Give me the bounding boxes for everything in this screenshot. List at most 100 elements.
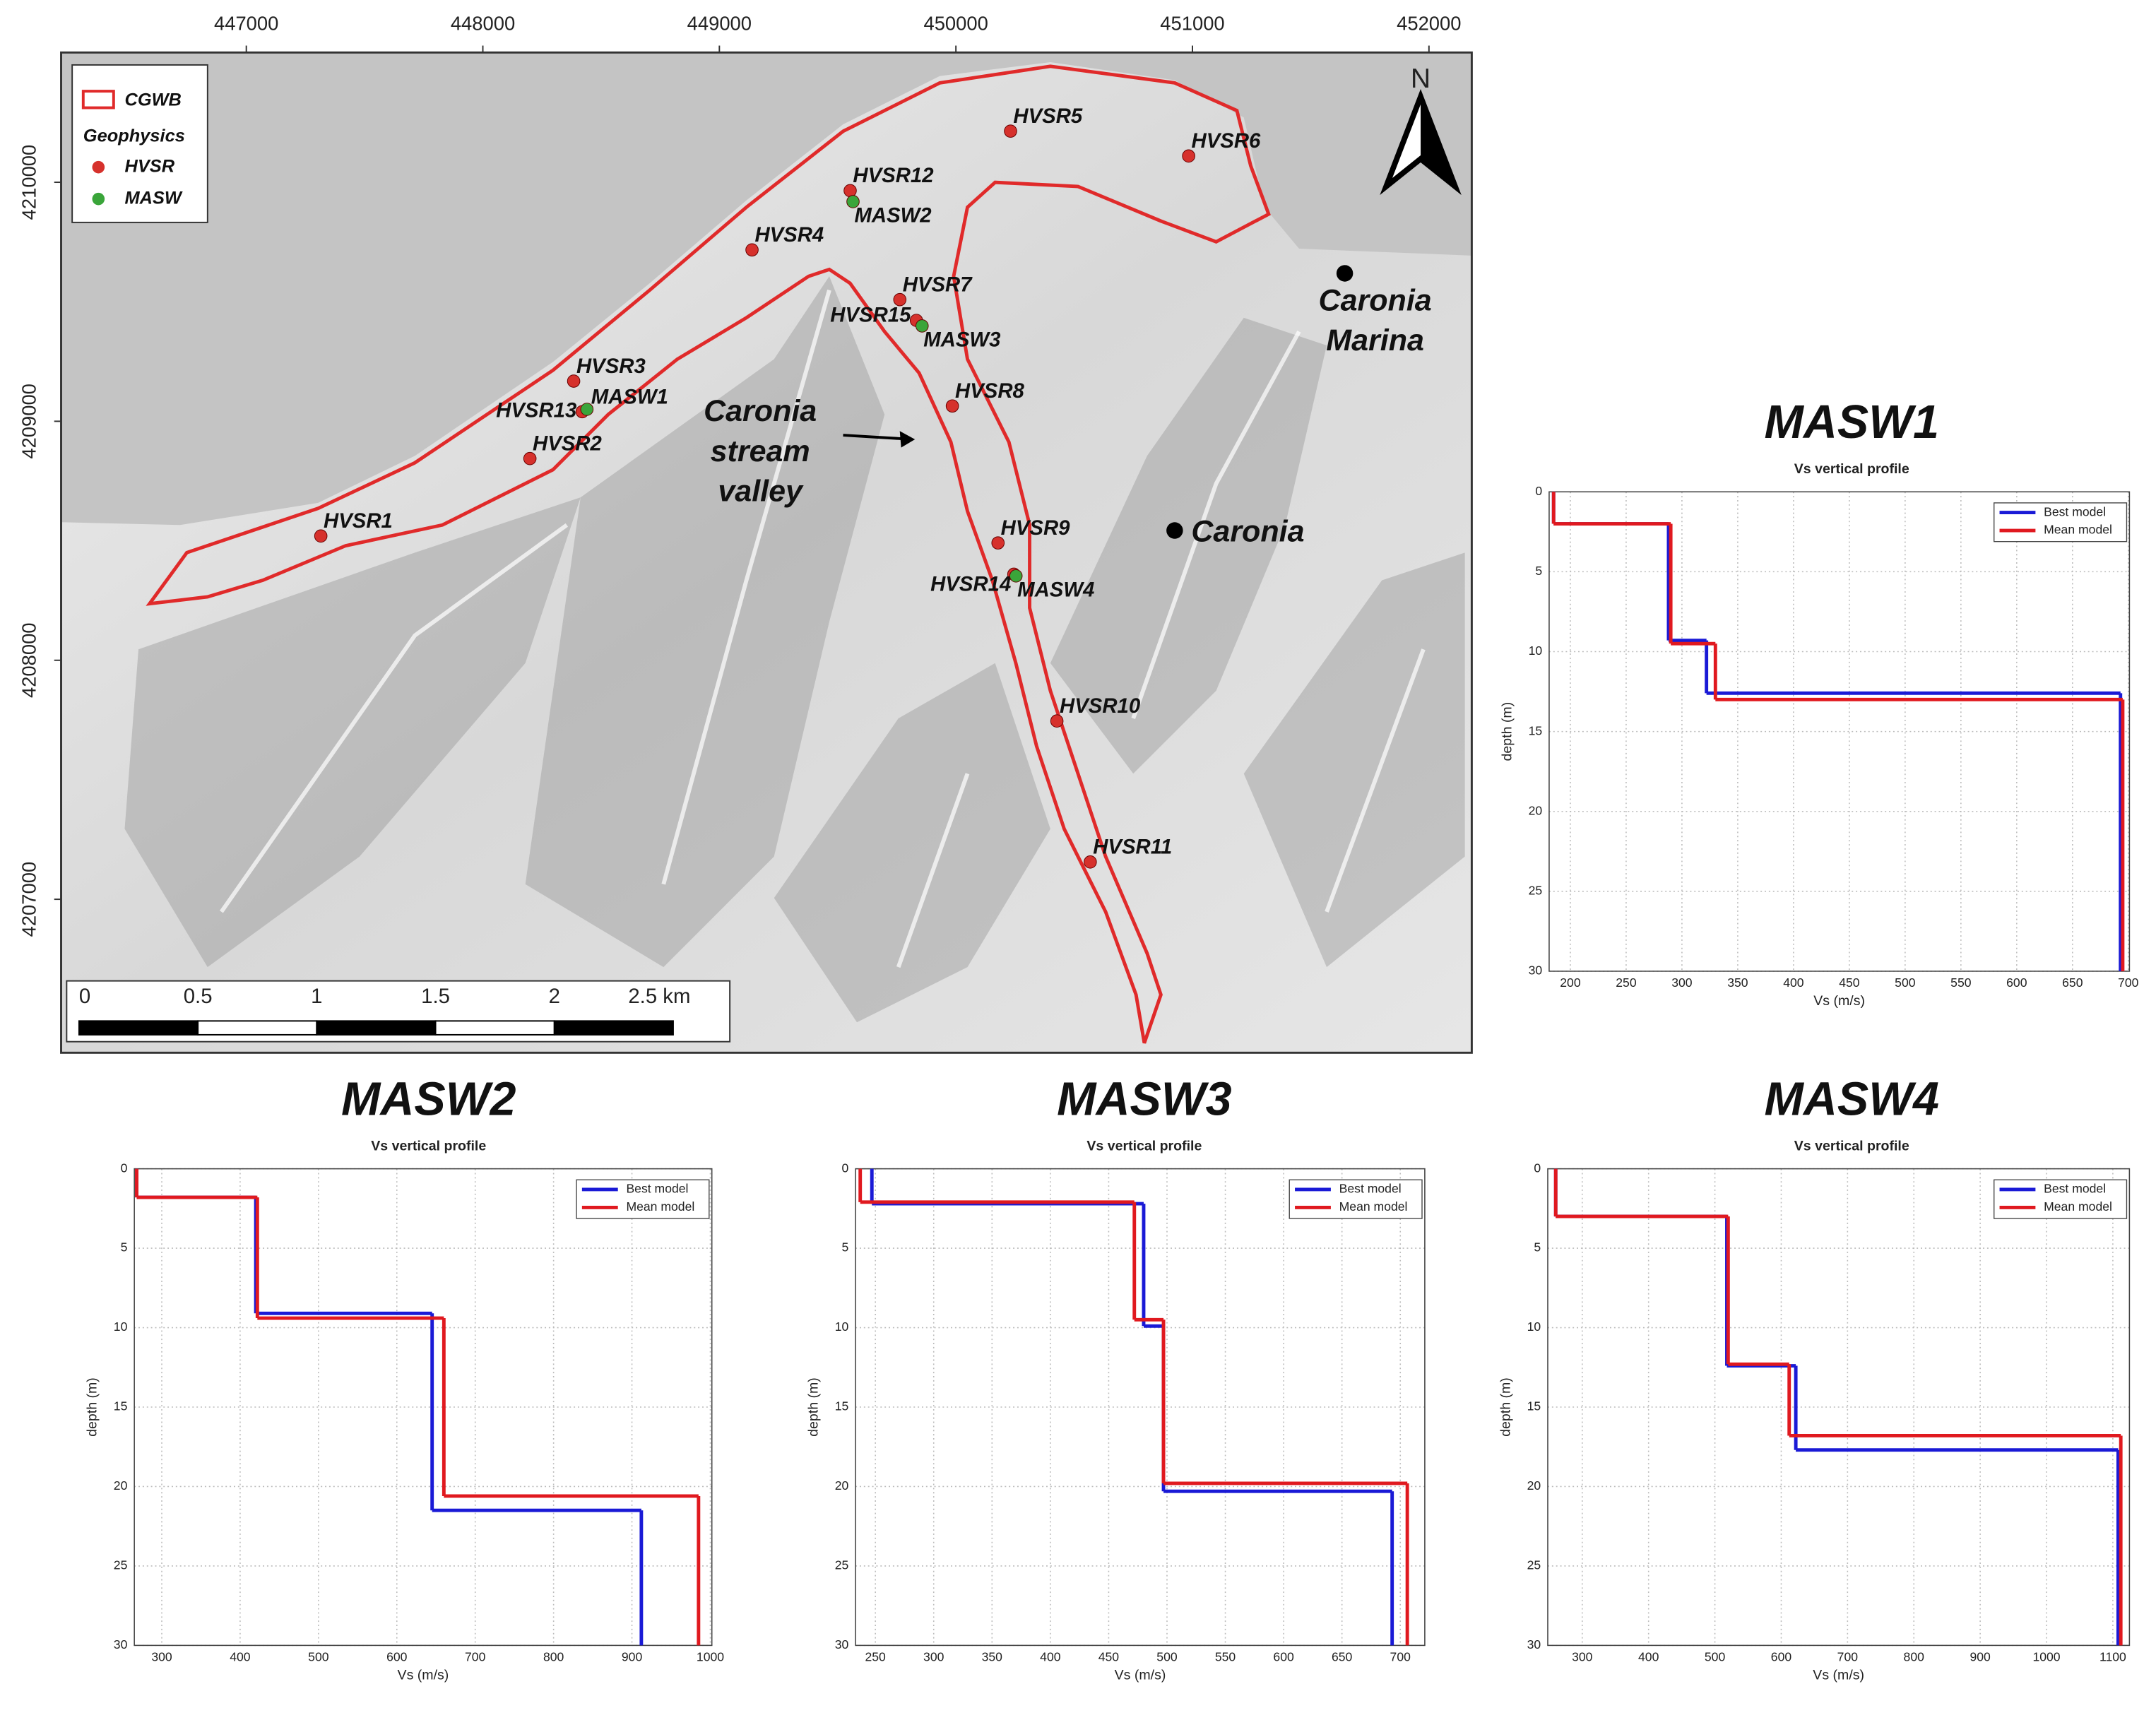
place-marker [1336, 265, 1354, 282]
y-tick-label: 15 [114, 1399, 128, 1413]
legend-label: Mean model [1339, 1199, 1408, 1214]
site-point [991, 536, 1005, 550]
x-tick-label: 450000 [923, 12, 988, 34]
y-tick-label: 4207000 [18, 862, 40, 937]
plot-area [855, 1168, 1425, 1646]
legend-label: Best model [2044, 504, 2106, 518]
scale-segment [553, 1020, 674, 1036]
y-tick-label: 10 [1529, 643, 1543, 658]
site-label: HVSR7 [903, 273, 973, 296]
legend-label: HVSR [124, 156, 174, 176]
place-label: Marina [1326, 324, 1424, 357]
map-legend: CGWB Geophysics HVSR MASW [71, 64, 208, 223]
x-tick-label: 1000 [697, 1650, 724, 1664]
x-tick-label: 300 [1572, 1650, 1593, 1664]
x-tick-label: 550 [1215, 1650, 1236, 1664]
scale-segment [78, 1020, 199, 1036]
y-tick-label: 0 [1535, 484, 1542, 498]
x-tick-label: 350 [1727, 975, 1748, 990]
legend-label: MASW [124, 188, 182, 208]
x-tick-label: 300 [1671, 975, 1693, 990]
plot-area [134, 1168, 712, 1646]
x-tick-label: 650 [2062, 975, 2083, 990]
x-tick-label: 700 [1837, 1650, 1859, 1664]
y-axis-label: depth (m) [85, 1377, 100, 1437]
x-tick-label: 800 [1904, 1650, 1925, 1664]
x-tick-label: 700 [1390, 1650, 1411, 1664]
map-frame [60, 51, 1473, 1054]
site-point [945, 399, 959, 413]
y-axis-label: depth (m) [1499, 702, 1515, 761]
y-tick-label: 15 [1529, 723, 1543, 737]
scale-segment [434, 1020, 555, 1036]
site-label: HVSR14 [930, 572, 1011, 595]
x-tick-label: 500 [1156, 1650, 1178, 1664]
legend-heading: Geophysics [83, 126, 185, 146]
y-tick-label: 25 [1527, 1558, 1541, 1572]
site-point [1084, 855, 1097, 869]
site-point [1182, 149, 1195, 163]
x-tick-label: 447000 [214, 12, 278, 34]
site-label: HVSR10 [1060, 694, 1141, 718]
x-tick-label: 400 [1040, 1650, 1061, 1664]
scale-label: 2.5 km [628, 985, 690, 1008]
y-tick-label: 4208000 [18, 622, 40, 698]
site-label: MASW4 [1017, 579, 1094, 602]
x-tick-label: 600 [1273, 1650, 1294, 1664]
north-label: N [1411, 64, 1431, 94]
x-tick-label: 350 [982, 1650, 1003, 1664]
legend-box [576, 1179, 710, 1219]
y-tick-label: 4210000 [18, 145, 40, 220]
site-label: HVSR6 [1192, 129, 1261, 153]
legend-boundary: CGWB [124, 90, 181, 109]
site-label: HVSR1 [324, 509, 393, 533]
site-point [567, 374, 581, 388]
site-label: HVSR5 [1013, 105, 1082, 128]
site-point [846, 195, 860, 208]
map-background [61, 52, 1472, 1053]
legend-label: Best model [2044, 1182, 2106, 1196]
x-axis-label: Vs (m/s) [1813, 1668, 1864, 1683]
scale-label: 0.5 [184, 985, 213, 1008]
chart-title: MASW3 [1057, 1073, 1231, 1125]
x-tick-label: 452000 [1397, 12, 1461, 34]
x-tick-label: 448000 [451, 12, 515, 34]
annotation: Caronia [704, 394, 817, 428]
x-tick-label: 400 [1783, 975, 1804, 990]
y-tick-label: 30 [114, 1637, 128, 1651]
plot-frame [1547, 1168, 2131, 1647]
y-tick-label: 5 [1535, 564, 1542, 578]
x-tick-label: 600 [2006, 975, 2027, 990]
site-label: HVSR11 [1093, 836, 1172, 859]
y-tick-label: 10 [835, 1319, 849, 1334]
site-point [1009, 569, 1023, 583]
site-label: MASW1 [591, 386, 668, 409]
legend-box [1994, 502, 2128, 542]
y-tick-label: 5 [121, 1240, 128, 1255]
legend-marker [92, 160, 105, 174]
site-point [580, 403, 594, 416]
scale-segment [316, 1020, 437, 1036]
y-tick-label: 10 [114, 1319, 128, 1334]
legend-label: Mean model [626, 1199, 694, 1214]
legend-marker [92, 192, 105, 206]
site-label: MASW3 [923, 328, 1000, 352]
x-tick-label: 900 [1970, 1650, 1991, 1664]
scale-label: 1 [311, 985, 322, 1008]
chart-title: MASW1 [1765, 396, 1939, 449]
site-point [1004, 124, 1017, 138]
scale-label: 0 [79, 985, 90, 1008]
y-tick-label: 0 [121, 1161, 128, 1175]
y-tick-label: 10 [1527, 1319, 1541, 1334]
plot-frame [855, 1168, 1426, 1647]
y-tick-label: 30 [1529, 963, 1543, 978]
scale-label: 2 [549, 985, 560, 1008]
x-axis-label: Vs (m/s) [1115, 1668, 1166, 1683]
site-label: HVSR8 [955, 379, 1024, 403]
site-point [745, 243, 759, 257]
chart-title: MASW2 [341, 1073, 516, 1125]
x-tick-label: 800 [543, 1650, 564, 1664]
annotation: valley [718, 475, 804, 509]
x-tick-label: 451000 [1160, 12, 1224, 34]
